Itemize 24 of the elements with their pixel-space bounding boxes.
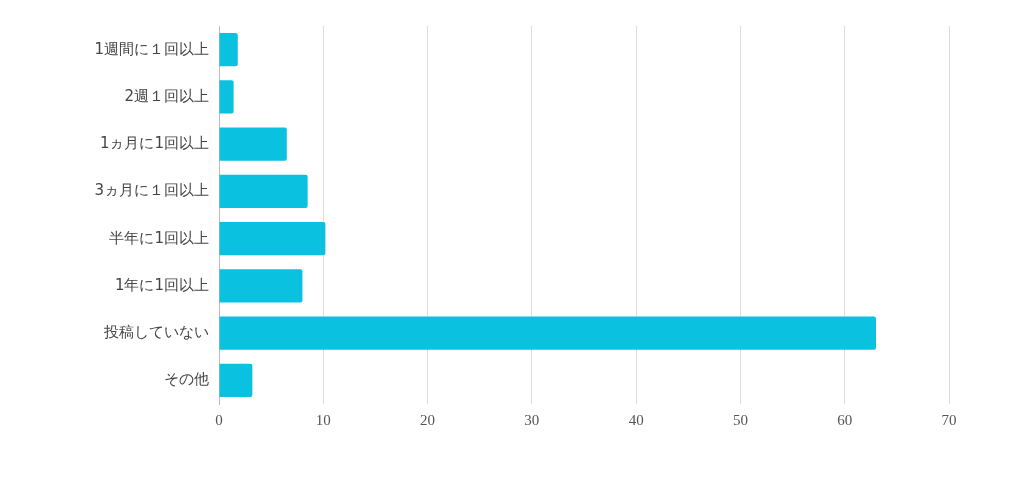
- y-tick-label: 2週１回以上: [124, 86, 209, 105]
- x-tick-label: 0: [215, 411, 223, 428]
- y-tick-label: 1週間に１回以上: [94, 39, 209, 58]
- y-tick-label: その他: [164, 370, 209, 389]
- x-tick-label: 50: [732, 411, 748, 428]
- bar: [219, 80, 234, 114]
- x-tick-label: 10: [315, 411, 331, 428]
- y-tick-label: 3ヵ月に１回以上: [94, 181, 209, 200]
- x-tick-label: 70: [941, 411, 957, 428]
- x-tick-label: 20: [420, 411, 436, 428]
- bar: [219, 222, 326, 256]
- x-tick-label: 60: [837, 411, 853, 428]
- y-tick-label: 投稿していない: [103, 323, 209, 342]
- x-tick-label: 30: [524, 411, 540, 428]
- y-tick-label: 1年に1回以上: [114, 275, 209, 294]
- y-tick-label: 1ヵ月に1回以上: [99, 134, 209, 153]
- bar: [219, 316, 876, 350]
- bar: [219, 269, 303, 303]
- y-tick-label: 半年に1回以上: [109, 228, 209, 247]
- bar: [219, 363, 253, 397]
- bar: [219, 174, 308, 208]
- bar: [219, 33, 238, 67]
- bar: [219, 127, 287, 161]
- x-tick-label: 40: [628, 411, 644, 428]
